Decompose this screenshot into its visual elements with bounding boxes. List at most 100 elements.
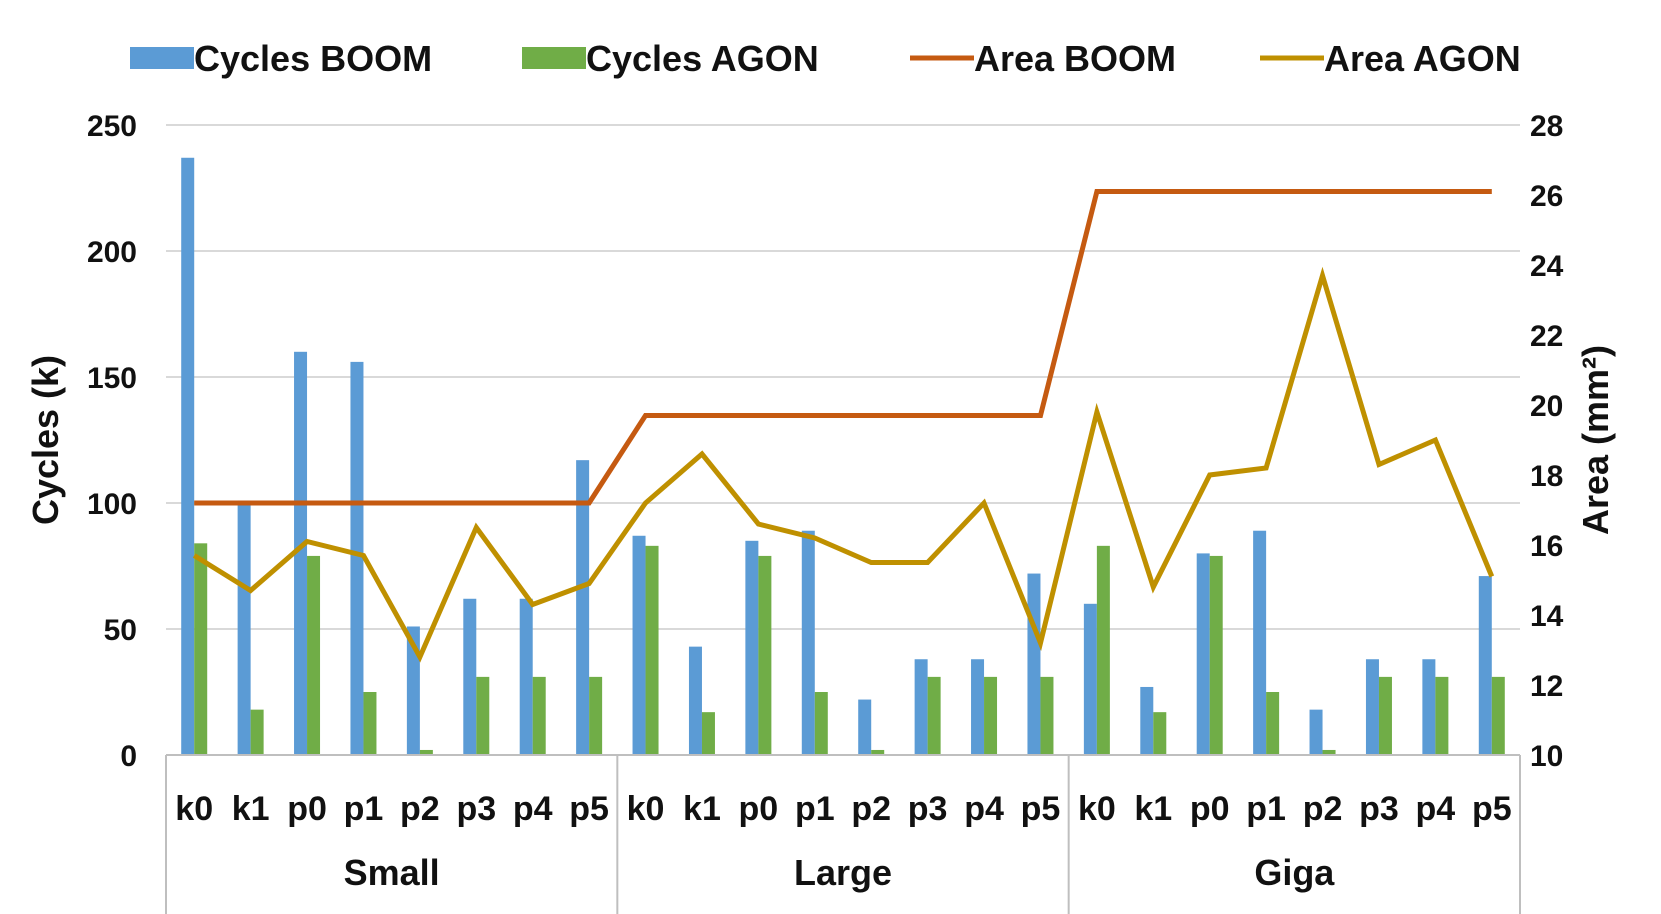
bar-cycles-agon — [1491, 676, 1505, 755]
bar-cycles-boom — [1140, 686, 1154, 755]
y-right-tick-label: 12 — [1530, 670, 1563, 703]
y-right-tick-label: 24 — [1530, 250, 1564, 283]
y-right-tick-label: 14 — [1530, 600, 1564, 633]
bar-cycles-boom — [914, 659, 928, 755]
bar-cycles-agon — [1266, 692, 1280, 755]
line-area-boom — [194, 189, 1492, 506]
bar-cycles-agon — [476, 676, 490, 755]
bar-cycles-boom — [576, 460, 590, 755]
y-axis-left-title: Cycles (k) — [25, 355, 66, 525]
bar-cycles-boom — [237, 500, 251, 755]
bar-cycles-agon — [1378, 676, 1392, 755]
bar-cycles-agon — [589, 676, 603, 755]
bar-cycles-boom — [632, 535, 646, 755]
bar-cycles-boom — [858, 699, 872, 755]
x-category-label: p4 — [513, 790, 553, 828]
y-right-tick-label: 22 — [1530, 320, 1563, 353]
x-category-label: p0 — [739, 790, 779, 828]
bar-cycles-agon — [250, 709, 264, 755]
x-category-label: k1 — [683, 790, 721, 828]
y-left-tick-label: 150 — [87, 362, 137, 395]
x-category-label: p5 — [1472, 790, 1512, 828]
x-category-label: p3 — [456, 790, 496, 828]
y-left-tick-label: 50 — [104, 614, 137, 647]
x-category-label: p4 — [1416, 790, 1456, 828]
x-category-label: k0 — [175, 790, 213, 828]
bar-cycles-boom — [406, 626, 420, 755]
bar-cycles-boom — [1027, 573, 1041, 755]
x-category-label: p4 — [964, 790, 1004, 828]
bar-cycles-boom — [745, 540, 759, 755]
y-right-tick-label: 18 — [1530, 460, 1563, 493]
bar-cycles-agon — [1209, 555, 1223, 755]
x-category-label: p0 — [1190, 790, 1230, 828]
bar-cycles-boom — [1422, 659, 1436, 755]
bar-cycles-agon — [984, 676, 998, 755]
x-category-label: p2 — [851, 790, 891, 828]
bar-cycles-agon — [927, 676, 941, 755]
legend-label: Area AGON — [1324, 38, 1521, 79]
legend-label: Area BOOM — [974, 38, 1176, 79]
x-category-label: k0 — [627, 790, 665, 828]
bar-cycles-boom — [1083, 603, 1097, 755]
line-area-agon — [192, 266, 1495, 663]
lines-layer — [192, 189, 1495, 663]
x-category-label: k1 — [1134, 790, 1172, 828]
x-category-label: k1 — [232, 790, 270, 828]
x-category-label: p3 — [1359, 790, 1399, 828]
bar-cycles-agon — [814, 692, 828, 755]
bar-cycles-agon — [1040, 676, 1054, 755]
bar-cycles-boom — [1309, 709, 1323, 755]
x-category-label: p1 — [344, 790, 384, 828]
bars-layer — [181, 157, 1505, 755]
y-left-tick-label: 200 — [87, 236, 137, 269]
legend: Cycles BOOM Cycles AGON Area BOOM Area AGON — [130, 38, 1521, 79]
legend-swatch-cycles-agon — [522, 47, 586, 69]
bar-cycles-agon — [532, 676, 546, 755]
bar-cycles-boom — [688, 646, 702, 755]
bar-cycles-boom — [350, 361, 364, 755]
bar-cycles-agon — [1096, 545, 1110, 755]
bar-cycles-boom — [1253, 530, 1267, 755]
y-right-tick-label: 26 — [1530, 180, 1563, 213]
bar-cycles-boom — [181, 157, 195, 755]
legend-label: Cycles AGON — [586, 38, 819, 79]
bar-cycles-boom — [1478, 576, 1492, 755]
bar-cycles-boom — [971, 659, 985, 755]
bar-cycles-boom — [1365, 659, 1379, 755]
bar-cycles-agon — [701, 712, 715, 755]
bar-cycles-boom — [294, 351, 308, 755]
x-category-label: p2 — [400, 790, 440, 828]
bar-cycles-agon — [419, 749, 433, 755]
bar-cycles-agon — [363, 692, 377, 755]
bar-cycles-boom — [801, 530, 815, 755]
bar-cycles-boom — [463, 598, 477, 755]
x-group-label: Giga — [1254, 852, 1335, 893]
bar-cycles-boom — [1196, 553, 1210, 755]
y-left-tick-label: 0 — [120, 740, 137, 773]
bar-cycles-agon — [758, 555, 772, 755]
x-category-label: p1 — [795, 790, 835, 828]
bar-cycles-agon — [1153, 712, 1167, 755]
x-group-label: Small — [344, 852, 440, 893]
bar-cycles-agon — [1322, 749, 1336, 755]
x-category-label: p2 — [1303, 790, 1343, 828]
gridlines — [166, 124, 1520, 630]
bar-cycles-agon — [194, 543, 208, 755]
legend-label: Cycles BOOM — [194, 38, 432, 79]
y-right-tick-label: 10 — [1530, 740, 1563, 773]
bar-cycles-agon — [1435, 676, 1449, 755]
bar-cycles-agon — [871, 749, 885, 755]
y-right-tick-label: 20 — [1530, 390, 1563, 423]
bar-cycles-agon — [645, 545, 659, 755]
x-category-label: k0 — [1078, 790, 1116, 828]
x-group-label: Large — [794, 852, 892, 893]
x-category-label: p1 — [1246, 790, 1286, 828]
y-right-tick-label: 16 — [1530, 530, 1563, 563]
y-right-tick-label: 28 — [1530, 110, 1563, 143]
axes: 0 50 100 150 200 250 10 12 14 16 18 20 22 24 26 28 k0 k1 p… — [87, 110, 1564, 914]
x-category-label: p5 — [569, 790, 609, 828]
legend-swatch-cycles-boom — [130, 47, 194, 69]
x-category-label: p3 — [908, 790, 948, 828]
